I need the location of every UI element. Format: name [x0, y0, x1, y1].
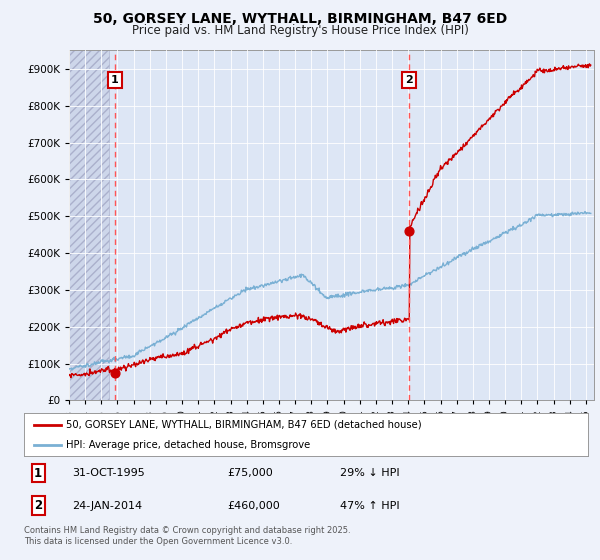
Text: 31-OCT-1995: 31-OCT-1995 — [72, 468, 145, 478]
Point — [404, 226, 414, 235]
Text: 50, GORSEY LANE, WYTHALL, BIRMINGHAM, B47 6ED: 50, GORSEY LANE, WYTHALL, BIRMINGHAM, B4… — [93, 12, 507, 26]
Text: 1: 1 — [34, 467, 42, 480]
Point — [110, 368, 119, 377]
Text: 50, GORSEY LANE, WYTHALL, BIRMINGHAM, B47 6ED (detached house): 50, GORSEY LANE, WYTHALL, BIRMINGHAM, B4… — [66, 419, 422, 430]
Text: Contains HM Land Registry data © Crown copyright and database right 2025.
This d: Contains HM Land Registry data © Crown c… — [24, 526, 350, 546]
Text: £460,000: £460,000 — [227, 501, 280, 511]
Text: 2: 2 — [406, 75, 413, 85]
Text: £75,000: £75,000 — [227, 468, 273, 478]
Text: 2: 2 — [34, 499, 42, 512]
Text: Price paid vs. HM Land Registry's House Price Index (HPI): Price paid vs. HM Land Registry's House … — [131, 24, 469, 36]
Text: 29% ↓ HPI: 29% ↓ HPI — [340, 468, 400, 478]
Text: 1: 1 — [111, 75, 119, 85]
Text: 24-JAN-2014: 24-JAN-2014 — [72, 501, 142, 511]
Text: 47% ↑ HPI: 47% ↑ HPI — [340, 501, 400, 511]
Text: HPI: Average price, detached house, Bromsgrove: HPI: Average price, detached house, Brom… — [66, 440, 311, 450]
